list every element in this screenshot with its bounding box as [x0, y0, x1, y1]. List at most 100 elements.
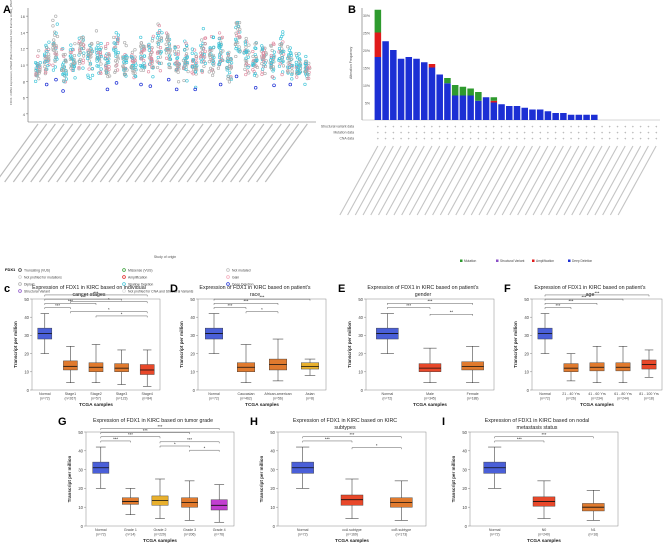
data-point-a: [90, 41, 94, 46]
data-point-a: [43, 54, 47, 58]
row-marker-b: +: [462, 124, 465, 129]
data-point-a: [155, 59, 159, 63]
data-point-a: [77, 66, 81, 70]
x-tick-label-d: African-american: [264, 392, 291, 396]
data-point-a: [37, 69, 41, 74]
legend-label-a: Shallow Deletion: [128, 283, 153, 287]
data-point-a: [190, 70, 194, 74]
data-point-a: [251, 49, 255, 54]
row-marker-b: +: [462, 136, 465, 141]
data-point-a: [95, 64, 99, 68]
row-marker-b: +: [593, 130, 596, 135]
sig-label-g: ***: [143, 428, 148, 433]
x-tick-label-a: [47, 123, 91, 183]
data-point-a: [155, 36, 160, 40]
x-tick-label-b: [509, 145, 549, 216]
y-tick-label-b: 5%: [365, 102, 370, 106]
data-point-a-deep-deletion: [44, 82, 49, 87]
x-tick-label-g: Grade 4: [213, 528, 226, 532]
data-point-a: [282, 52, 286, 56]
data-point-a: [297, 52, 301, 56]
data-point-a: [303, 82, 307, 86]
row-marker-b: +: [562, 130, 565, 135]
data-point-a: [186, 69, 190, 74]
data-point-a: [263, 71, 267, 76]
data-point-a: [72, 57, 76, 62]
x-tick-label-a: [212, 123, 256, 183]
x-tick-label-i: N0: [542, 528, 547, 532]
plot-frame-h: [277, 431, 427, 527]
data-point-a: [184, 67, 188, 72]
data-point-a: [290, 64, 294, 68]
y-tick-label-f: 0: [527, 388, 530, 393]
data-point-a: [103, 57, 107, 61]
data-point-a-deep-deletion: [234, 74, 239, 79]
bar-b: [451, 95, 459, 120]
y-tick-label-e: 0: [361, 388, 364, 393]
bar-b: [490, 100, 498, 103]
data-point-a: [116, 33, 121, 37]
data-point-a: [227, 80, 232, 84]
data-point-a: [211, 70, 216, 74]
data-point-a: [290, 77, 294, 81]
data-point-a: [79, 36, 83, 40]
data-point-a: [82, 51, 86, 55]
data-point-a: [183, 64, 187, 68]
data-point-a: [294, 60, 298, 64]
row-marker-b: +: [516, 136, 519, 141]
legend-label-a: Deep Deletion: [232, 283, 254, 287]
data-point-a: [298, 63, 302, 67]
data-point-a-deep-deletion: [105, 87, 110, 92]
data-point-a: [278, 62, 282, 66]
data-point-a: [160, 31, 164, 35]
x-tick-label-c: Stage2: [90, 392, 101, 396]
data-point-a: [164, 51, 169, 55]
data-point-a: [244, 45, 248, 49]
data-point-a: [270, 48, 274, 53]
row-marker-b: +: [585, 136, 588, 141]
data-point-a: [116, 57, 120, 61]
data-point-a: [209, 34, 214, 39]
data-point-a: [307, 73, 311, 77]
data-point-a: [236, 27, 240, 31]
n-label-e: (n=345): [424, 397, 436, 401]
row-marker-b: +: [655, 130, 658, 135]
data-point-a: [113, 70, 117, 75]
data-point-a: [78, 57, 82, 62]
y-tick-label-f: 40: [524, 315, 529, 320]
data-point-a: [79, 42, 83, 46]
y-tick-label-g: 20: [78, 486, 83, 491]
data-point-a: [44, 70, 48, 75]
row-marker-b: +: [485, 130, 488, 135]
data-point-a: [121, 55, 126, 59]
x-tick-label-a: [38, 123, 82, 183]
row-marker-b: +: [570, 136, 573, 141]
panel-f: F Expression of FDX1 in KIRC based on pat…: [504, 283, 663, 408]
bar-b: [490, 97, 498, 101]
x-tick-label-b: [586, 145, 626, 216]
box-f: [589, 362, 605, 372]
data-point-a: [134, 74, 138, 79]
data-point-a: [185, 79, 189, 83]
data-point-a: [290, 69, 294, 73]
data-point-a: [269, 53, 273, 58]
data-point-a: [61, 79, 66, 83]
data-point-a: [253, 58, 258, 63]
row-marker-b: +: [632, 124, 635, 129]
legend-marker-a: [122, 268, 126, 272]
data-point-a: [150, 39, 154, 43]
data-point-a: [158, 29, 162, 33]
data-point-a: [212, 55, 216, 59]
x-tick-label-f: 81 - 100 Yrs: [639, 392, 659, 396]
row-marker-b: +: [601, 130, 604, 135]
data-point-a: [47, 57, 51, 62]
row-marker-b: +: [400, 124, 403, 129]
data-point-a: [244, 49, 248, 53]
sig-label-g: ***: [128, 432, 133, 437]
data-point-a: [278, 42, 282, 47]
sig-label-f: ***: [569, 299, 574, 304]
data-point-a: [229, 76, 233, 80]
bar-b: [451, 85, 459, 96]
bar-b: [536, 109, 544, 120]
data-point-a: [167, 57, 171, 61]
